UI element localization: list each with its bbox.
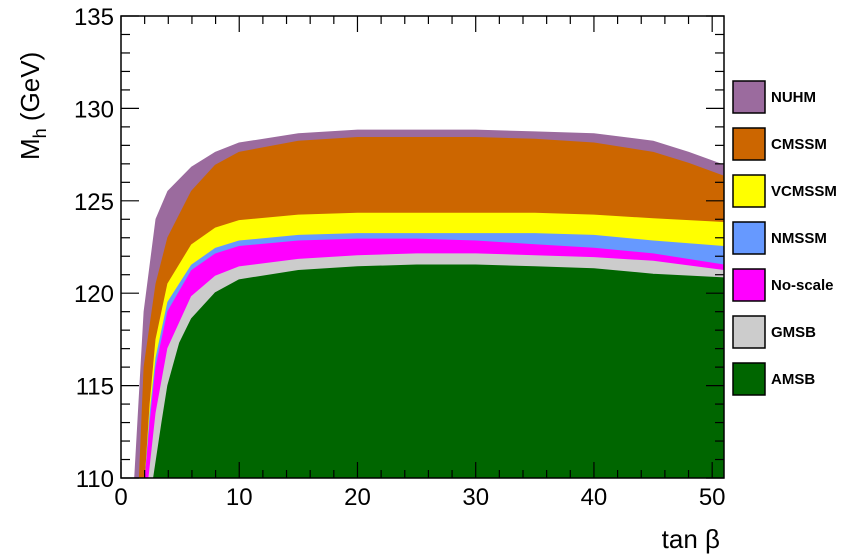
y-tick-label: 120 (74, 281, 114, 308)
legend-swatch (732, 127, 766, 161)
legend-swatch (732, 315, 766, 349)
y-tick-label: 125 (74, 189, 114, 216)
legend-item: NUHM (732, 80, 816, 114)
axis-ticks (120, 15, 724, 479)
x-tick-label: 40 (581, 484, 608, 511)
axis-tick-labels: 0 10 20 30 40 50 110 115 120 125 130 135 (74, 4, 726, 511)
y-tick-label: 115 (76, 374, 114, 401)
legend-label: NMSSM (771, 230, 827, 247)
x-tick-label: 20 (344, 484, 371, 511)
x-tick-label: 30 (462, 484, 489, 511)
area-layers (134, 129, 724, 478)
x-tick-label: 0 (114, 484, 127, 511)
area-amsb (153, 264, 724, 478)
legend-swatch (732, 268, 766, 302)
legend-swatch (732, 80, 766, 114)
legend-swatch (732, 362, 766, 396)
legend-label: AMSB (771, 371, 815, 388)
legend-label: CMSSM (771, 136, 827, 153)
x-axis-title: tan β (662, 524, 720, 554)
legend-swatch (732, 221, 766, 255)
legend-item: No-scale (732, 268, 834, 302)
legend: NUHM CMSSM VCMSSM NMSSM No-scale GMSB AMSB (729, 76, 857, 410)
plot-frame (120, 15, 725, 479)
y-axis-title: Mh (GeV) (15, 52, 50, 160)
y-axis-title-unit: (GeV) (15, 52, 45, 129)
y-tick-label: 110 (76, 466, 114, 493)
legend-item: GMSB (732, 315, 816, 349)
y-axis-title-subscript: h (30, 128, 50, 138)
legend-label: VCMSSM (771, 183, 837, 200)
legend-label: NUHM (771, 89, 816, 106)
y-tick-label: 130 (74, 96, 114, 123)
legend-swatch (732, 174, 766, 208)
legend-label: No-scale (771, 277, 834, 294)
legend-item: AMSB (732, 362, 815, 396)
x-tick-label: 10 (226, 484, 253, 511)
legend-label: GMSB (771, 324, 816, 341)
legend-item: VCMSSM (732, 174, 837, 208)
y-axis-title-main: M (15, 138, 45, 160)
y-tick-label: 135 (74, 4, 114, 31)
legend-item: CMSSM (732, 127, 827, 161)
x-tick-label: 50 (699, 484, 726, 511)
legend-item: NMSSM (732, 221, 827, 255)
